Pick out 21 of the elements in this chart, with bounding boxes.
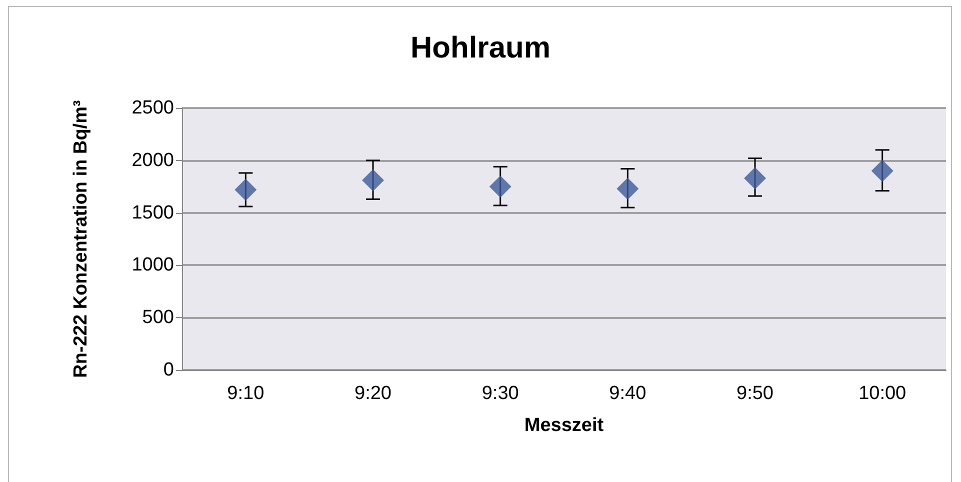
point: [616, 178, 639, 200]
chart-title: Hohlraum: [410, 32, 551, 64]
x-tick-label: 9:20: [354, 383, 392, 404]
point: [744, 167, 766, 190]
point: [362, 169, 384, 192]
y-tick-label: 1500: [132, 202, 174, 224]
y-tick-label: 1000: [132, 254, 174, 276]
x-tick-label: 9:40: [609, 383, 646, 404]
x-tick-label: 9:30: [482, 383, 519, 404]
point: [871, 160, 894, 182]
point: [234, 178, 257, 201]
y-axis-title: Rn-222 Konzentration in Bq/m³: [70, 100, 92, 378]
x-tick-label: 10:00: [858, 383, 906, 404]
point: [489, 176, 512, 198]
x-tick-label: 9:10: [227, 383, 264, 404]
x-tick-label: 9:50: [736, 383, 774, 404]
y-tick-label: 2000: [132, 150, 174, 171]
y-tick-label: 0: [163, 360, 174, 380]
x-axis-title: Messzeit: [524, 415, 604, 436]
y-tick-label: 2500: [132, 98, 174, 118]
y-tick-label: 500: [142, 307, 174, 328]
